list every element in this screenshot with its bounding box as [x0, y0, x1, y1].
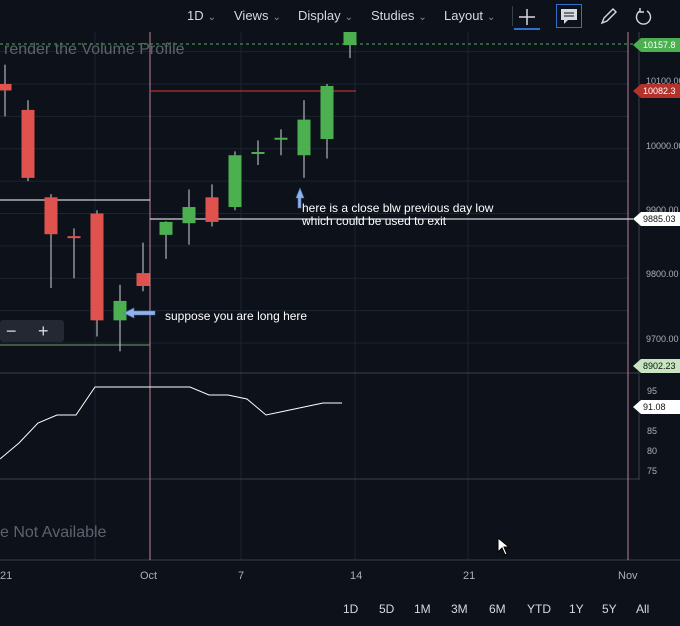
mouse-cursor-icon: [497, 537, 511, 556]
comment-icon: [561, 9, 577, 24]
candle-body: [44, 197, 58, 235]
range-button-3m[interactable]: 3M: [451, 602, 468, 616]
indicator-tick: 85: [647, 426, 658, 436]
crosshair-icon: [514, 9, 540, 30]
candle-body: [90, 213, 104, 321]
time-label: 21: [463, 570, 476, 582]
price-tick: 10100.00: [646, 76, 680, 86]
not-available-watermark: e Not Available: [0, 524, 107, 541]
range-button-1d[interactable]: 1D: [343, 602, 359, 616]
indicator-line: [0, 386, 342, 460]
last-price-tag: 10157.8: [633, 38, 680, 52]
views-label: Views: [234, 8, 269, 23]
price-tick: 10000.00: [646, 141, 680, 151]
chevron-down-icon: ⌄: [487, 12, 496, 23]
time-label: 14: [350, 570, 363, 582]
time-label: 21: [0, 570, 13, 582]
candle-body: [0, 84, 12, 91]
toolbar-divider: [512, 6, 513, 26]
range-button-5d[interactable]: 5D: [379, 602, 395, 616]
draw-button[interactable]: [598, 5, 620, 27]
chart-area[interactable]: render the Volume Profile e Not Availabl…: [0, 32, 680, 592]
display-label: Display: [298, 8, 341, 23]
top-toolbar: 1D ⌄ Views ⌄ Display ⌄ Studies ⌄ Layout ⌄: [0, 0, 680, 32]
interval-dropdown[interactable]: 1D ⌄: [187, 8, 216, 23]
reset-button[interactable]: [632, 5, 654, 27]
studies-label: Studies: [371, 8, 415, 23]
display-dropdown[interactable]: Display ⌄: [298, 8, 353, 23]
time-label: Nov: [618, 570, 638, 582]
candle-body: [67, 236, 81, 239]
indicator-tick: 80: [647, 446, 658, 456]
white-level-tag: 9885.03: [633, 212, 680, 226]
indicator-tick: 95: [647, 386, 658, 396]
range-button-all[interactable]: All: [636, 602, 650, 616]
candles: [0, 32, 357, 352]
grid-lines: [0, 32, 680, 561]
zoom-out-button[interactable]: −: [6, 321, 17, 341]
candle-body: [343, 32, 357, 46]
range-button-1m[interactable]: 1M: [414, 602, 431, 616]
left-arrow-icon: [123, 307, 156, 319]
time-label: 7: [238, 570, 245, 582]
pencil-icon: [600, 8, 617, 25]
chevron-down-icon: ⌄: [344, 12, 354, 23]
crosshair-button[interactable]: [512, 4, 542, 30]
candle-body: [21, 109, 35, 178]
studies-dropdown[interactable]: Studies ⌄: [371, 8, 427, 23]
candle-body: [136, 273, 150, 287]
green-level-tag: 8902.23: [633, 359, 680, 373]
candle-body: [228, 155, 242, 208]
up-arrow-icon: [295, 187, 305, 209]
time-label: Oct: [140, 570, 158, 582]
price-tick: 9900.00: [646, 205, 679, 215]
candle-body: [297, 119, 311, 156]
views-dropdown[interactable]: Views ⌄: [234, 8, 281, 23]
long-annotation: suppose you are long here: [165, 309, 308, 323]
layout-label: Layout: [444, 8, 484, 23]
range-selector: 1D 5D 1M 3M 6M YTD 1Y 5Y All: [0, 592, 680, 626]
exit-annotation-line1: here is a close blw previous day low: [302, 201, 494, 215]
candle-body: [251, 151, 265, 154]
interval-label: 1D: [187, 8, 204, 23]
range-button-6m[interactable]: 6M: [489, 602, 506, 616]
candle-body: [274, 137, 288, 140]
red-level-tag: 10082.3: [633, 84, 680, 98]
price-tick: 9700.00: [646, 334, 679, 344]
range-button-1y[interactable]: 1Y: [569, 602, 584, 616]
chevron-down-icon: ⌄: [418, 12, 427, 23]
indicator-value-tag: 91.08: [633, 400, 680, 414]
zoom-in-button[interactable]: +: [38, 321, 49, 341]
candle-body: [182, 207, 196, 224]
range-button-ytd[interactable]: YTD: [527, 602, 551, 616]
annotation-button[interactable]: [556, 4, 582, 28]
indicator-pane: [0, 386, 342, 460]
chevron-down-icon: ⌄: [207, 12, 217, 23]
layout-dropdown[interactable]: Layout ⌄: [444, 8, 495, 23]
annotation-arrows: [123, 187, 305, 319]
refresh-icon: [635, 8, 652, 25]
candle-body: [159, 221, 173, 235]
candle-body: [113, 300, 127, 321]
range-button-5y[interactable]: 5Y: [602, 602, 617, 616]
volume-profile-watermark: render the Volume Profile: [4, 41, 185, 58]
zoom-control: − +: [0, 320, 64, 342]
exit-annotation-line2: which could be used to exit: [302, 214, 447, 228]
price-tick: 9800.00: [646, 269, 679, 279]
candle-body: [205, 197, 219, 222]
chart-canvas[interactable]: [0, 32, 680, 592]
chevron-down-icon: ⌄: [272, 12, 281, 23]
indicator-tick: 75: [647, 466, 658, 476]
candle-body: [320, 85, 334, 140]
